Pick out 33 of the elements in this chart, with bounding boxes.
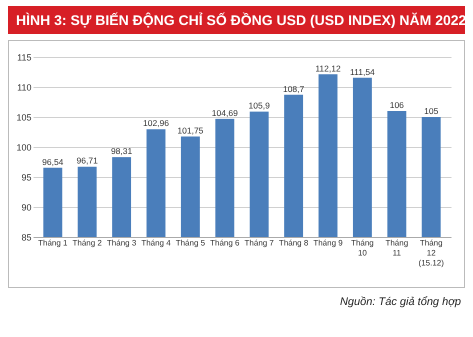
- x-tick-label: Tháng 7: [244, 238, 274, 248]
- y-tick-label: 100: [16, 142, 32, 152]
- data-label: 102,96: [142, 118, 170, 128]
- x-tick-label: Tháng 9: [313, 238, 344, 248]
- text: Nguồn: Tác giả tổng hợp: [338, 296, 461, 308]
- data-label: 112,12: [315, 63, 341, 74]
- data-label: 105,9: [248, 100, 270, 111]
- data-label: 96,54: [42, 156, 64, 167]
- y-tick-label: 105: [16, 112, 32, 122]
- x-tick-label: Tháng 8: [278, 238, 309, 248]
- y-tick-label: 95: [21, 172, 32, 182]
- data-label: 98,31: [110, 146, 132, 156]
- y-tick-label: 90: [21, 202, 32, 212]
- data-label: 106: [390, 100, 404, 110]
- y-tick-label: 85: [21, 232, 32, 242]
- y-tick-label: 110: [17, 82, 32, 92]
- y-tick-label: 115: [17, 52, 32, 62]
- x-tick-label: Tháng 4: [141, 238, 172, 248]
- x-tick-label: Tháng 5: [176, 238, 206, 248]
- x-tick-label: Tháng 1: [38, 238, 68, 248]
- data-label: 108,7: [282, 84, 305, 94]
- data-label: 96,71: [76, 156, 98, 166]
- data-label: 104,69: [212, 108, 238, 118]
- x-tick-label: Tháng 11: [385, 238, 408, 258]
- x-tick-label: Tháng 10: [351, 238, 374, 258]
- data-label: 105: [424, 106, 439, 116]
- data-label: 111,54: [350, 66, 376, 77]
- x-tick-label: Tháng 12 (15.12): [418, 238, 444, 268]
- chart-title: HÌNH 3: SỰ BIẾN ĐỘNG CHỈ SỐ ĐỒNG USD (USD INDEX) NĂM 2022: [8, 6, 466, 34]
- x-tick-label: Tháng 3: [106, 238, 137, 248]
- x-tick-label: Tháng 2: [72, 238, 102, 248]
- data-label: 101,75: [177, 126, 204, 136]
- x-tick-label: Tháng 6: [210, 238, 240, 248]
